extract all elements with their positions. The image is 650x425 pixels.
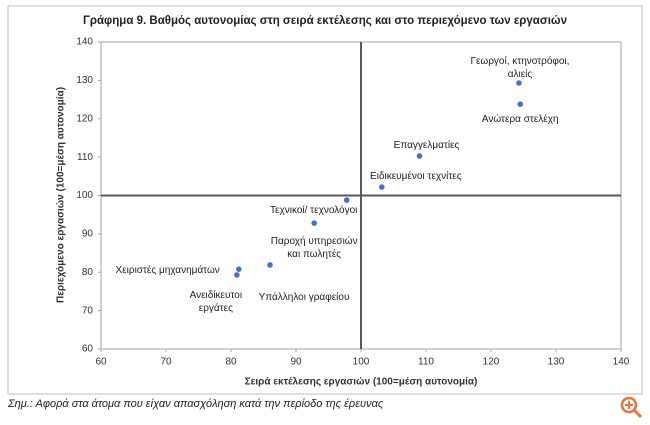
- y-tick-label: 130: [76, 75, 93, 86]
- point-label: Επαγγελματίες: [394, 139, 460, 151]
- point-label-line: Ειδικευμένοι τεχνίτες: [370, 170, 462, 182]
- chart-frame: [7, 5, 643, 395]
- y-tick-label: 90: [82, 229, 94, 240]
- point-label: Ανώτερα στελέχη: [482, 113, 559, 125]
- point: [379, 184, 385, 190]
- point: [234, 272, 240, 278]
- point-label: Γεωργοί, κτηνοτρόφοι, αλιείς: [470, 55, 569, 80]
- x-axis-title: Σειρά εκτέλεσης εργασιών (100=μέση αυτον…: [245, 377, 478, 388]
- y-axis-title: Περιεχόμενο εργασιών (100=μέση αυτονομία…: [56, 87, 67, 303]
- point-label-line: Παροχή υπηρεσιών: [271, 235, 358, 247]
- point-label-line: Γεωργοί, κτηνοτρόφοι,: [470, 55, 569, 67]
- y-tick-label: 120: [76, 113, 93, 124]
- x-tick-label: 110: [418, 357, 434, 368]
- point: [236, 266, 242, 272]
- point: [343, 197, 350, 203]
- point-label-line: Επαγγελματίες: [394, 139, 460, 151]
- point-label-line: και πωλητές: [287, 248, 341, 260]
- point: [517, 101, 524, 107]
- y-tick-label: 110: [77, 152, 93, 163]
- chart-title: Γράφημα 9. Βαθμός αυτονομίας στη σειρά ε…: [83, 15, 567, 27]
- y-tick-label: 60: [82, 344, 94, 355]
- x-tick-label: 80: [225, 357, 237, 368]
- point-label-line: Τεχνικοί/ τεχνολόγοι: [270, 204, 357, 216]
- point-label-line: εργάτες: [199, 302, 233, 314]
- zoom-icon[interactable]: [620, 396, 643, 419]
- point-label: Υπάλληλοι γραφείου: [259, 291, 350, 303]
- point-label-line: αλιείς: [508, 68, 533, 80]
- point-label-line: Υπάλληλοι γραφείου: [259, 291, 350, 303]
- note: Σημ.: Αφορά στα άτομα που είχαν απασχόλη…: [7, 398, 384, 410]
- point-label-line: Ανώτερα στελέχη: [482, 113, 559, 125]
- y-tick-label: 70: [82, 305, 94, 316]
- y-tick-label: 100: [76, 190, 93, 201]
- x-tick-label: 70: [160, 357, 172, 368]
- x-tick-label: 120: [483, 357, 500, 368]
- y-tick-label: 80: [82, 267, 94, 278]
- x-tick-label: 60: [95, 357, 107, 368]
- point: [416, 153, 423, 159]
- point: [267, 262, 273, 268]
- point-label: Χειριστές μηχανημάτων: [116, 264, 220, 276]
- point-label: Ειδικευμένοι τεχνίτες: [370, 170, 462, 182]
- y-tick-label: 140: [76, 37, 93, 48]
- point-label: Παροχή υπηρεσιών και πωλητές: [271, 235, 358, 260]
- point-label: Ανειδίκευτοι εργάτες: [190, 289, 242, 314]
- x-tick-label: 90: [290, 357, 302, 368]
- x-tick-label: 140: [613, 357, 630, 368]
- point-label: Τεχνικοί/ τεχνολόγοι: [270, 204, 357, 216]
- point: [516, 80, 522, 86]
- x-tick-label: 130: [548, 357, 565, 368]
- point-label-line: Χειριστές μηχανημάτων: [116, 264, 220, 276]
- x-tick-label: 100: [353, 357, 370, 368]
- point: [311, 220, 318, 226]
- point-label-line: Ανειδίκευτοι: [190, 289, 242, 301]
